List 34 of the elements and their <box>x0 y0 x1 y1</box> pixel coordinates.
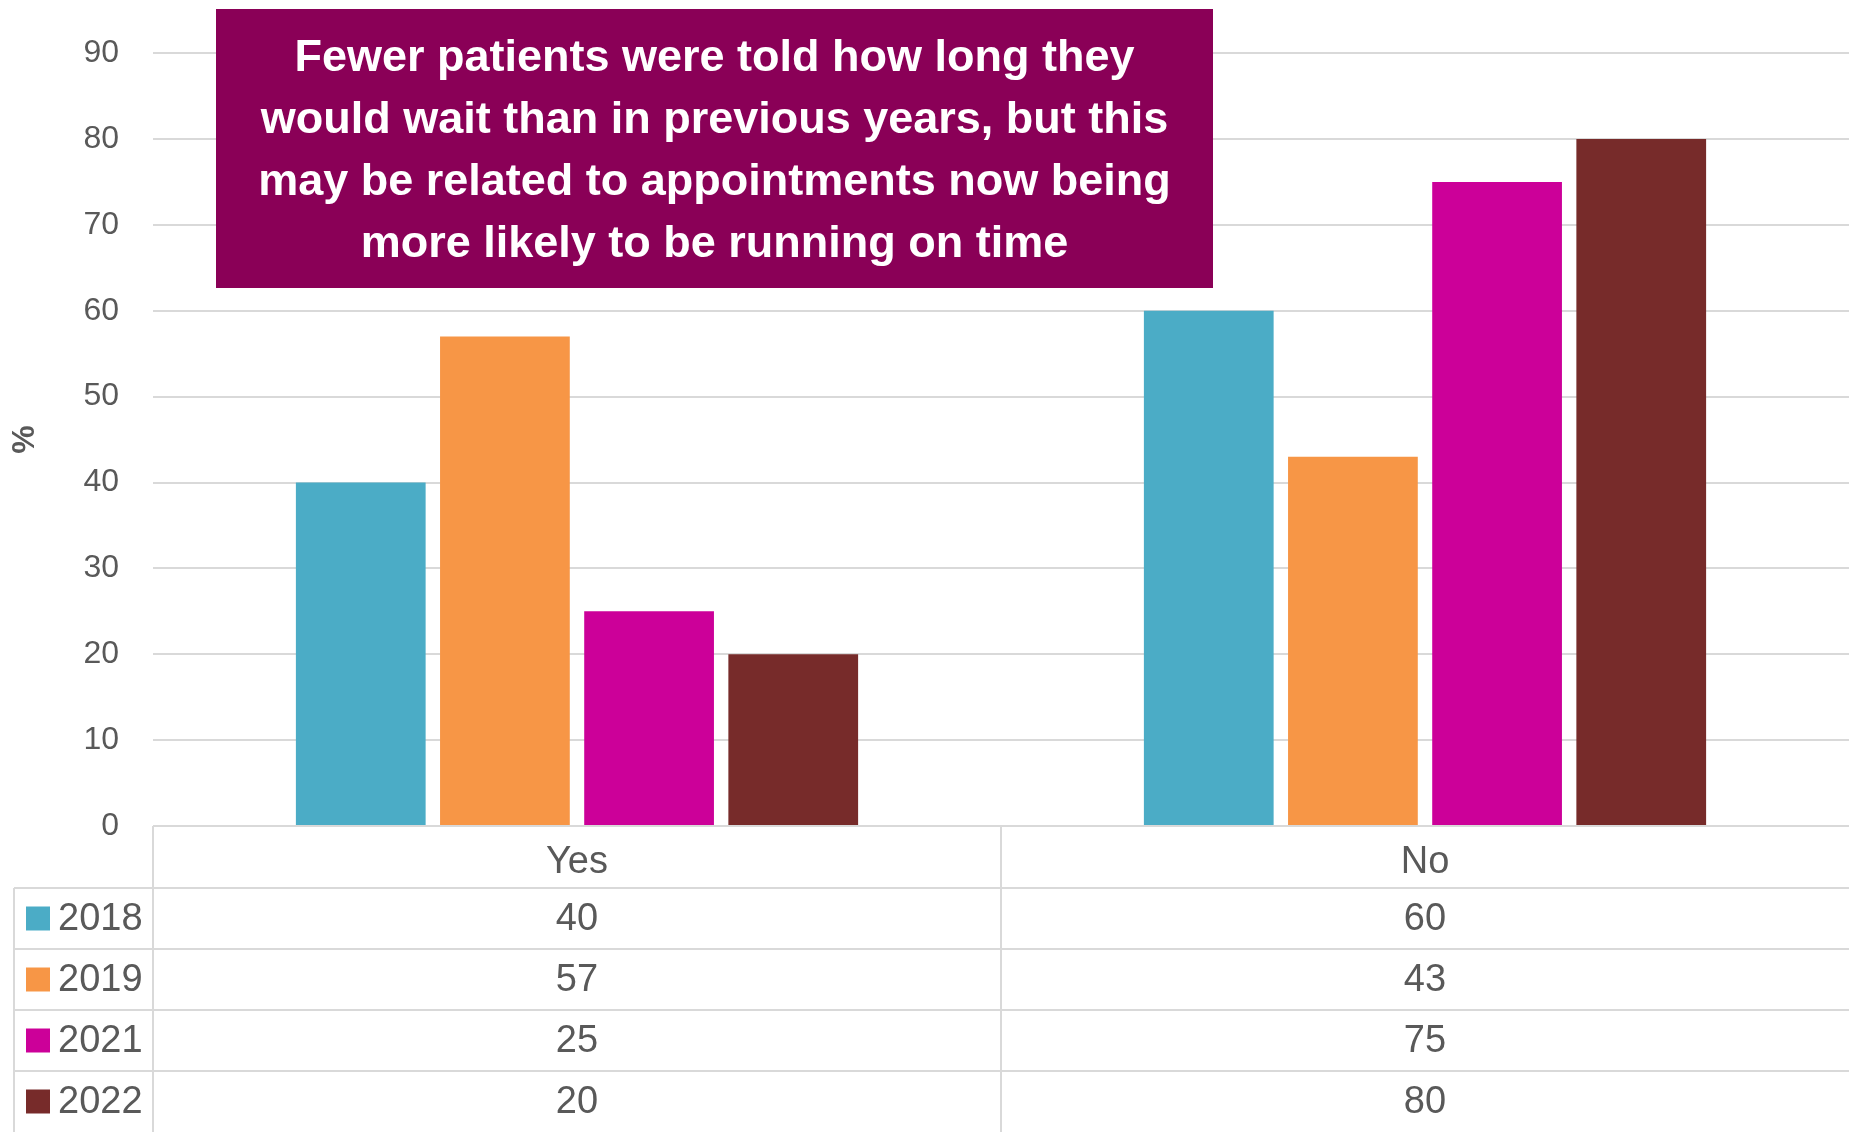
bar <box>584 611 714 825</box>
legend-label: 2021 <box>58 1017 143 1060</box>
y-tick-label: 20 <box>83 634 119 671</box>
data-label: 43 <box>1403 956 1447 999</box>
data-label: 75 <box>1403 1017 1447 1060</box>
bar <box>1432 182 1562 825</box>
data-label: 20 <box>555 1078 599 1121</box>
bar <box>1576 139 1707 825</box>
data-label: 40 <box>555 895 599 938</box>
data-label: 25 <box>555 1017 599 1060</box>
y-tick-label: 30 <box>83 548 119 585</box>
y-tick-label: 40 <box>83 462 119 499</box>
bar <box>1288 456 1418 825</box>
y-tick-label: 70 <box>83 204 119 241</box>
legend-label: 2019 <box>58 956 143 999</box>
y-tick-label: 90 <box>83 33 119 70</box>
y-tick-label: 0 <box>101 805 119 842</box>
y-tick-label: 60 <box>83 290 119 327</box>
legend-label: 2018 <box>58 895 143 938</box>
legend-label: 2022 <box>58 1078 143 1121</box>
bar <box>1143 310 1274 825</box>
y-tick-label: 80 <box>83 118 119 155</box>
x-tick-label: No <box>1400 839 1450 882</box>
text: Fewer patients were told how long they would wait than in previous years, but this may be related to appointments now being more likely to be running on time <box>257 28 1172 269</box>
y-tick-label: 10 <box>83 719 119 756</box>
data-label: 60 <box>1403 895 1447 938</box>
data-label: 80 <box>1403 1078 1447 1121</box>
bar <box>295 482 426 825</box>
x-tick-label: Yes <box>546 839 608 882</box>
data-label: 57 <box>555 956 599 999</box>
bar <box>440 336 570 825</box>
bar <box>728 654 859 825</box>
y-tick-label: 50 <box>83 376 119 413</box>
y-axis-title: % <box>5 425 42 454</box>
